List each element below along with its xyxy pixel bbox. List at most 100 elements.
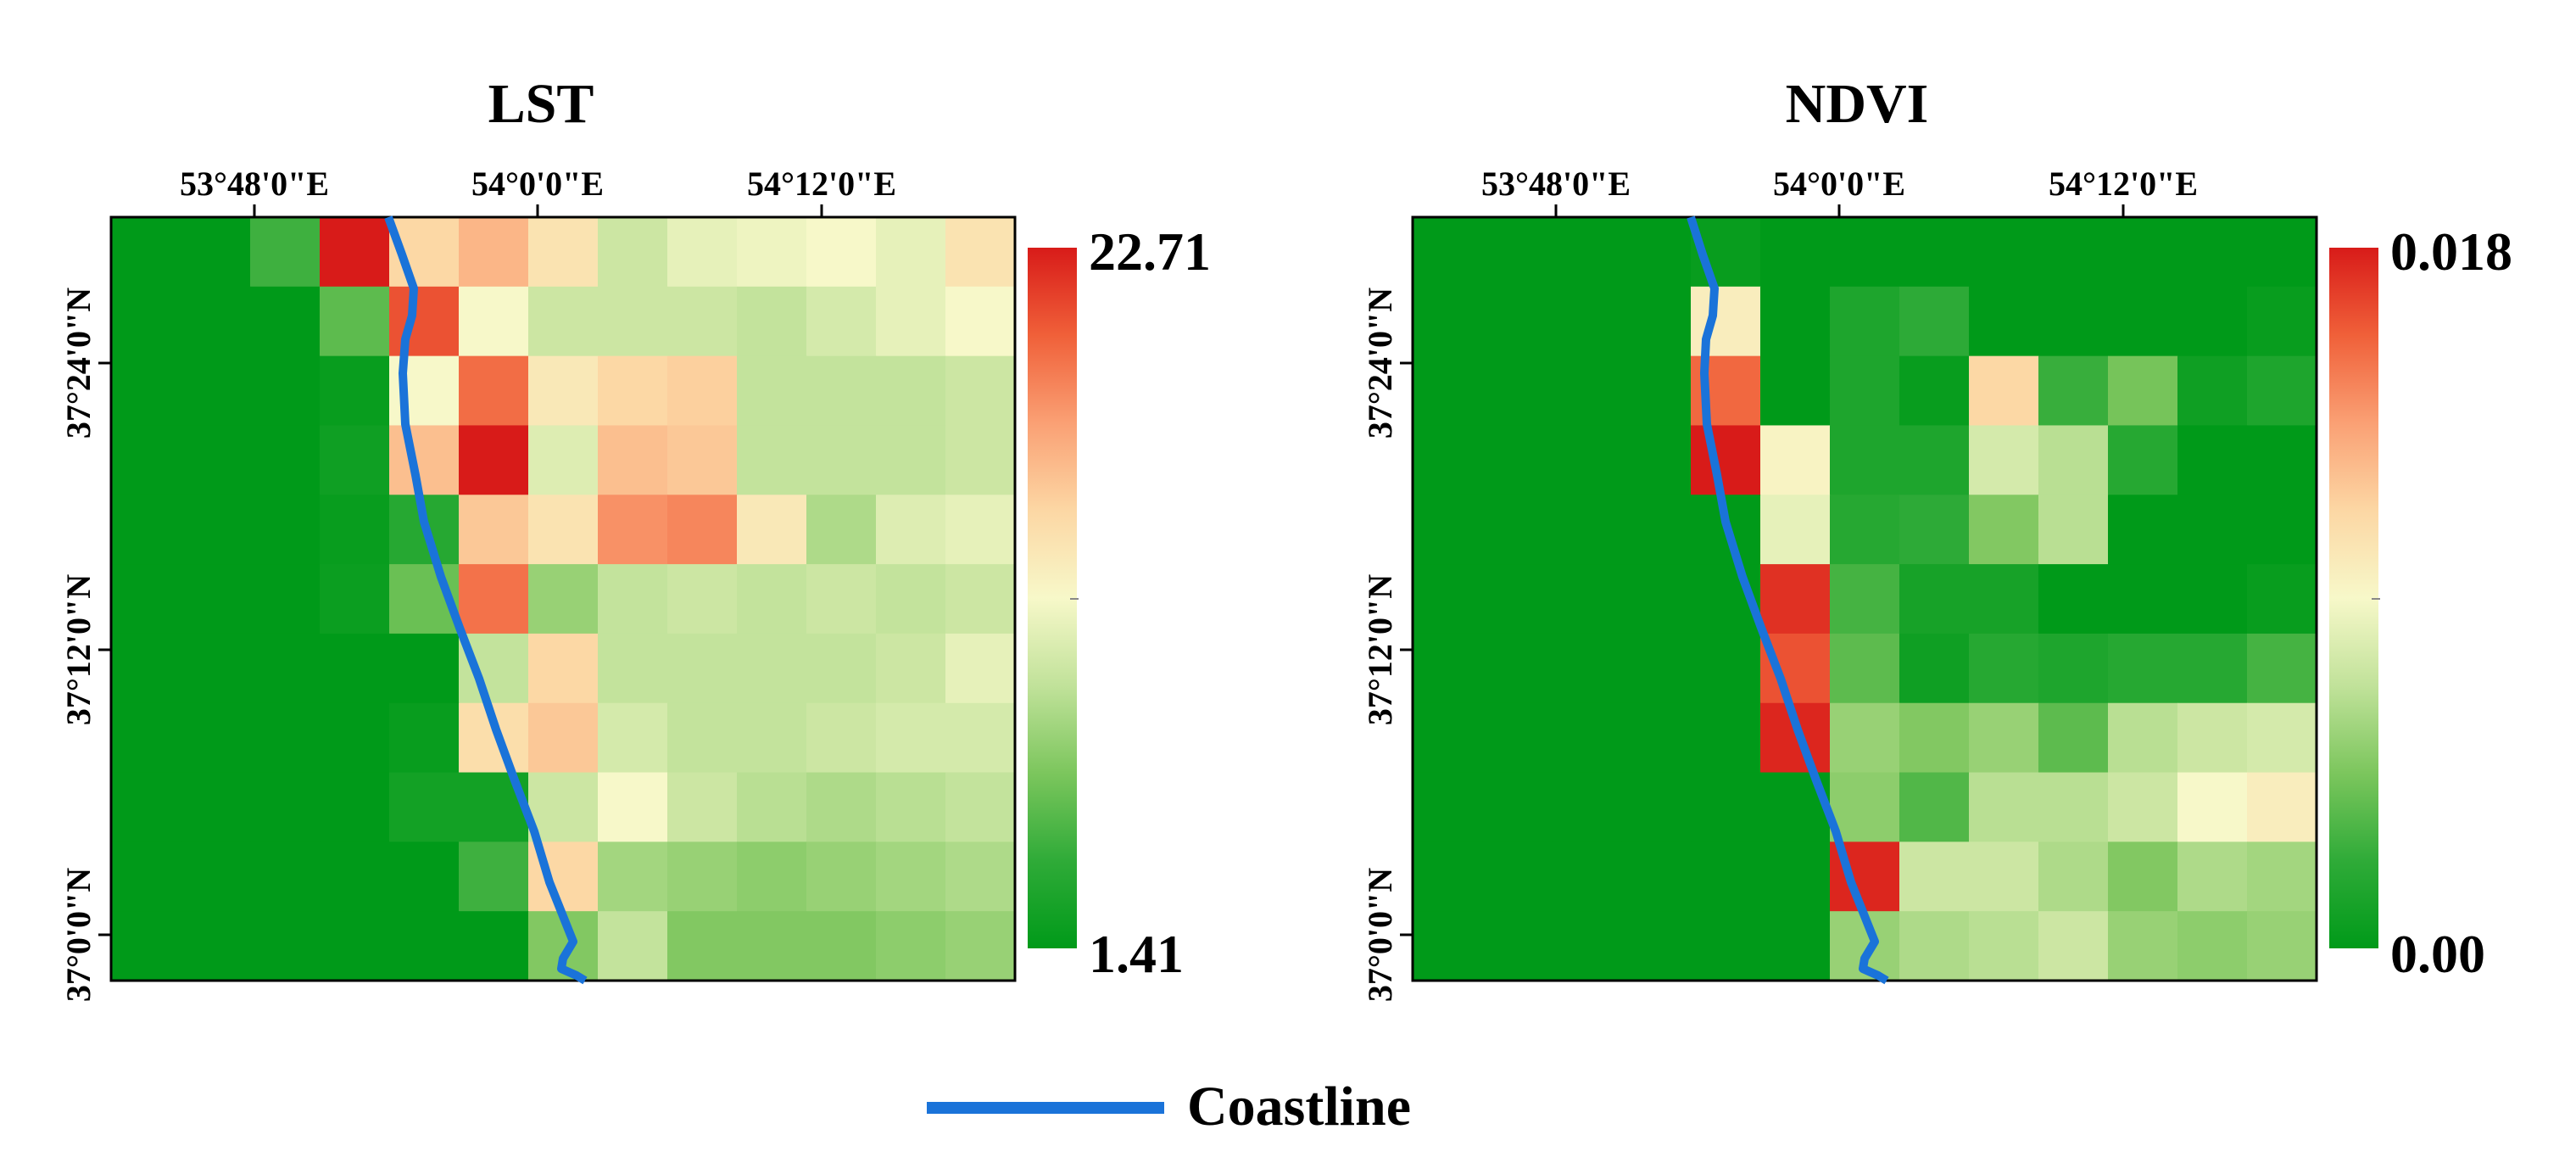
lst-heatmap-cell: [320, 841, 390, 912]
ndvi-heatmap-cell: [2038, 911, 2109, 981]
ndvi-heatmap-cell: [2247, 564, 2317, 635]
ndvi-heatmap-cell: [2038, 217, 2109, 288]
ndvi-heatmap-cell: [2247, 425, 2317, 495]
ndvi-colorbar-max: 0.018: [2390, 221, 2512, 282]
lst-y-tick-label: 37°0'0"N: [59, 868, 98, 1002]
ndvi-heatmap-cell: [1413, 495, 1483, 565]
lst-heatmap-cell: [737, 702, 807, 774]
ndvi-y-tick-label: 37°24'0"N: [1361, 288, 1399, 439]
lst-heatmap-cell: [528, 286, 599, 357]
ndvi-panel: NDVI 53°48'0"E 54°0'0"E 54°12'0"E 37°24'…: [1361, 73, 2512, 1002]
lst-heatmap-cell: [945, 425, 1016, 495]
lst-heatmap-cell: [667, 841, 738, 912]
lst-heatmap-cell: [528, 355, 599, 427]
ndvi-heatmap-cell: [1482, 911, 1553, 981]
ndvi-title: NDVI: [1786, 73, 1929, 135]
lst-heatmap-cell: [111, 911, 181, 981]
ndvi-coastline: [1687, 215, 1889, 985]
lst-colorbar-bar: [1028, 248, 1077, 948]
ndvi-heatmap-cell: [1760, 495, 1831, 565]
ndvi-heatmap-cell: [1830, 355, 1900, 427]
lst-heatmap-cell: [320, 495, 390, 565]
lst-heatmap-cell: [181, 564, 251, 635]
ndvi-colorbar-bar: [2329, 248, 2378, 948]
ndvi-heatmap-cell: [1482, 425, 1553, 495]
ndvi-heatmap-cell: [2038, 841, 2109, 912]
lst-heatmap-cell: [598, 286, 668, 357]
ndvi-heatmap-cell: [1760, 425, 1831, 495]
lst-heatmap-cell: [320, 355, 390, 427]
ndvi-heatmap-cell: [1969, 355, 2039, 427]
lst-heatmap-cell: [250, 495, 321, 565]
ndvi-heatmap-cell: [2108, 564, 2178, 635]
ndvi-heatmap-cell: [1969, 911, 2039, 981]
lst-colorbar: 22.71 1.41: [1028, 221, 1211, 984]
ndvi-heatmap-cell: [1413, 841, 1483, 912]
lst-heatmap-cell: [459, 911, 529, 981]
ndvi-heatmap-cell: [1899, 355, 1970, 427]
lst-heatmap-cell: [876, 702, 946, 774]
lst-heatmap-cell: [181, 217, 251, 288]
ndvi-x-tick-label: 54°12'0"E: [2049, 165, 2198, 203]
ndvi-heatmap-cell: [1969, 217, 2039, 288]
ndvi-heatmap-cell: [1830, 425, 1900, 495]
lst-heatmap-cell: [806, 911, 877, 981]
lst-heatmap-cell: [737, 286, 807, 357]
lst-title: LST: [488, 73, 594, 135]
lst-heatmap-cell: [806, 772, 877, 842]
lst-heatmap: [111, 217, 1016, 981]
ndvi-heatmap-cell: [2177, 841, 2248, 912]
ndvi-heatmap-cell: [1969, 495, 2039, 565]
ndvi-heatmap-cell: [2108, 911, 2178, 981]
lst-heatmap-cell: [320, 633, 390, 704]
ndvi-heatmap-cell: [1691, 911, 1761, 981]
ndvi-colorbar-min: 0.00: [2390, 924, 2485, 984]
ndvi-heatmap-cell: [1899, 495, 1970, 565]
ndvi-heatmap-cell: [2108, 355, 2178, 427]
ndvi-heatmap-cell: [1621, 633, 1692, 704]
ndvi-heatmap-cell: [1621, 841, 1692, 912]
lst-heatmap-cell: [876, 355, 946, 427]
ndvi-heatmap-cell: [1969, 564, 2039, 635]
ndvi-heatmap-cell: [1830, 633, 1900, 704]
lst-heatmap-cell: [528, 633, 599, 704]
ndvi-heatmap-cell: [1413, 564, 1483, 635]
lst-heatmap-cell: [528, 702, 599, 774]
ndvi-heatmap-cell: [2108, 495, 2178, 565]
ndvi-heatmap-cell: [1691, 633, 1761, 704]
lst-heatmap-cell: [667, 355, 738, 427]
ndvi-heatmap-cell: [1482, 355, 1553, 427]
lst-heatmap-cell: [111, 564, 181, 635]
ndvi-heatmap-cell: [1760, 564, 1831, 635]
lst-heatmap-cell: [389, 841, 460, 912]
ndvi-heatmap-cell: [1413, 217, 1483, 288]
lst-heatmap-cell: [737, 355, 807, 427]
lst-y-tick-label: 37°12'0"N: [59, 574, 98, 725]
lst-heatmap-cell: [737, 772, 807, 842]
ndvi-heatmap-cell: [1621, 355, 1692, 427]
lst-heatmap-cell: [945, 286, 1016, 357]
lst-heatmap-cell: [598, 633, 668, 704]
ndvi-heatmap-cell: [1621, 286, 1692, 357]
lst-panel: LST 53°48'0"E 54°0'0"E 54°12'0"E 37°24'0…: [59, 73, 1211, 1002]
lst-heatmap-cell: [528, 217, 599, 288]
lst-heatmap-cell: [945, 564, 1016, 635]
lst-heatmap-cell: [459, 841, 529, 912]
lst-heatmap-cell: [876, 495, 946, 565]
ndvi-heatmap-cell: [1552, 217, 1622, 288]
lst-heatmap-cell: [667, 772, 738, 842]
lst-heatmap-cell: [320, 772, 390, 842]
lst-heatmap-cell: [876, 841, 946, 912]
lst-heatmap-cell: [459, 425, 529, 495]
lst-colorbar-min: 1.41: [1089, 924, 1184, 984]
lst-heatmap-cell: [598, 841, 668, 912]
ndvi-heatmap-cell: [2247, 355, 2317, 427]
ndvi-heatmap-cell: [2038, 495, 2109, 565]
lst-heatmap-cell: [945, 702, 1016, 774]
lst-heatmap-cell: [598, 495, 668, 565]
ndvi-heatmap-cell: [2038, 286, 2109, 357]
ndvi-heatmap-cell: [1969, 841, 2039, 912]
lst-heatmap-cell: [181, 286, 251, 357]
lst-heatmap-cell: [598, 702, 668, 774]
